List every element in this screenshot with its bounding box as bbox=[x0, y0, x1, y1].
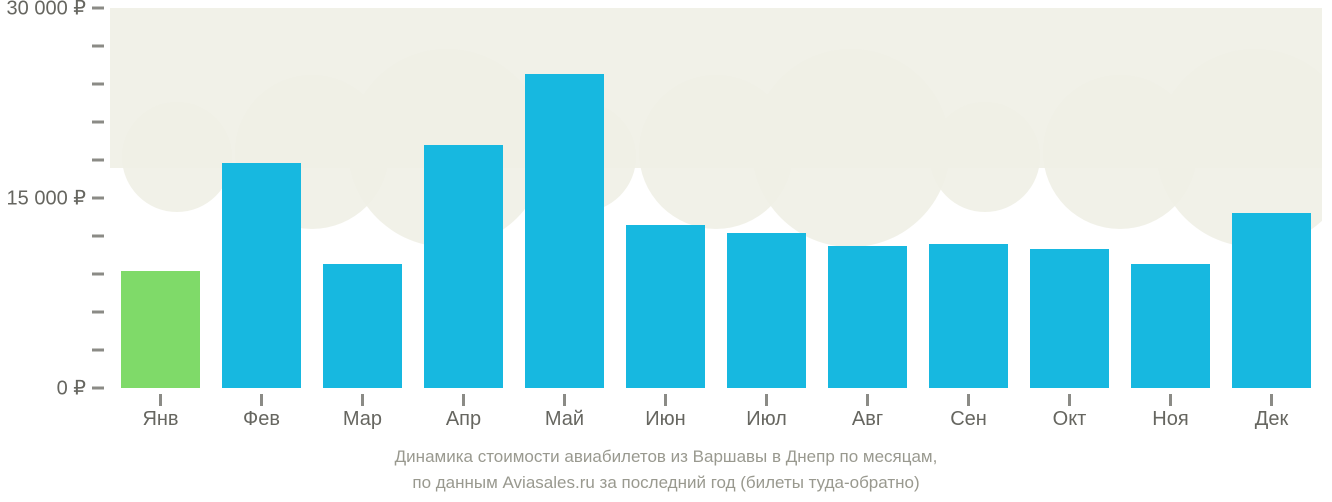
y-tick-mark bbox=[92, 83, 104, 86]
x-tick-slot bbox=[1019, 394, 1120, 406]
x-tick-mark bbox=[967, 394, 970, 406]
y-tick-minor bbox=[92, 235, 104, 238]
bar-Авг[interactable] bbox=[828, 246, 907, 388]
bar-slot bbox=[211, 8, 312, 388]
x-label: Фев bbox=[211, 408, 312, 431]
y-tick-mark bbox=[92, 311, 104, 314]
x-tick-slot bbox=[413, 394, 514, 406]
plot-area bbox=[110, 8, 1322, 388]
bar-slot bbox=[514, 8, 615, 388]
x-tick-mark bbox=[159, 394, 162, 406]
y-tick-minor bbox=[92, 273, 104, 276]
x-tick-mark bbox=[1068, 394, 1071, 406]
caption-line-1: Динамика стоимости авиабилетов из Варшав… bbox=[0, 444, 1332, 470]
y-tick-mark bbox=[92, 387, 104, 390]
y-tick-minor bbox=[92, 83, 104, 86]
bar-slot bbox=[817, 8, 918, 388]
x-tick-mark bbox=[563, 394, 566, 406]
bar-Июл[interactable] bbox=[727, 233, 806, 388]
x-tick-slot bbox=[615, 394, 716, 406]
x-tick-slot bbox=[514, 394, 615, 406]
y-tick-major: 15 000 ₽ bbox=[7, 186, 104, 211]
bar-slot bbox=[110, 8, 211, 388]
y-tick-mark bbox=[92, 349, 104, 352]
x-label: Дек bbox=[1221, 408, 1322, 431]
price-by-month-chart: 0 ₽15 000 ₽30 000 ₽ ЯнвФевМарАпрМайИюнИю… bbox=[0, 0, 1332, 502]
y-tick-mark bbox=[92, 7, 104, 10]
y-tick-mark bbox=[92, 45, 104, 48]
x-tick-slot bbox=[211, 394, 312, 406]
chart-caption: Динамика стоимости авиабилетов из Варшав… bbox=[0, 444, 1332, 495]
bar-slot bbox=[312, 8, 413, 388]
y-tick-label: 30 000 ₽ bbox=[7, 0, 86, 21]
x-tick-slot bbox=[1221, 394, 1322, 406]
bar-slot bbox=[716, 8, 817, 388]
bar-Июн[interactable] bbox=[626, 225, 705, 388]
x-tick-slot bbox=[1120, 394, 1221, 406]
x-axis: ЯнвФевМарАпрМайИюнИюлАвгСенОктНояДек bbox=[110, 388, 1322, 448]
x-tick-row bbox=[110, 394, 1322, 406]
bar-slot bbox=[413, 8, 514, 388]
y-axis: 0 ₽15 000 ₽30 000 ₽ bbox=[0, 8, 104, 388]
x-labels-row: ЯнвФевМарАпрМайИюнИюлАвгСенОктНояДек bbox=[110, 408, 1322, 431]
bar-Май[interactable] bbox=[525, 74, 604, 388]
x-tick-slot bbox=[110, 394, 211, 406]
y-tick-minor bbox=[92, 159, 104, 162]
x-label: Янв bbox=[110, 408, 211, 431]
bars-container bbox=[110, 8, 1322, 388]
x-label: Апр bbox=[413, 408, 514, 431]
x-tick-mark bbox=[361, 394, 364, 406]
y-tick-major: 30 000 ₽ bbox=[7, 0, 104, 21]
x-tick-slot bbox=[716, 394, 817, 406]
bar-Дек[interactable] bbox=[1232, 213, 1311, 388]
bar-Сен[interactable] bbox=[929, 244, 1008, 388]
bar-Окт[interactable] bbox=[1030, 249, 1109, 388]
bar-slot bbox=[1221, 8, 1322, 388]
x-tick-slot bbox=[312, 394, 413, 406]
y-tick-minor bbox=[92, 349, 104, 352]
y-tick-major: 0 ₽ bbox=[57, 376, 104, 401]
bar-Янв[interactable] bbox=[121, 271, 200, 388]
x-label: Окт bbox=[1019, 408, 1120, 431]
y-tick-mark bbox=[92, 121, 104, 124]
y-tick-mark bbox=[92, 273, 104, 276]
y-tick-mark bbox=[92, 159, 104, 162]
x-label: Ноя bbox=[1120, 408, 1221, 431]
y-tick-minor bbox=[92, 45, 104, 48]
x-label: Сен bbox=[918, 408, 1019, 431]
bar-Мар[interactable] bbox=[323, 264, 402, 388]
bar-slot bbox=[615, 8, 716, 388]
y-tick-minor bbox=[92, 121, 104, 124]
bar-slot bbox=[1019, 8, 1120, 388]
x-tick-mark bbox=[866, 394, 869, 406]
x-tick-mark bbox=[765, 394, 768, 406]
x-label: Июн bbox=[615, 408, 716, 431]
caption-line-2: по данным Aviasales.ru за последний год … bbox=[0, 470, 1332, 496]
y-tick-label: 15 000 ₽ bbox=[7, 186, 86, 211]
x-tick-mark bbox=[462, 394, 465, 406]
x-tick-slot bbox=[817, 394, 918, 406]
x-tick-mark bbox=[1270, 394, 1273, 406]
x-tick-mark bbox=[260, 394, 263, 406]
x-label: Июл bbox=[716, 408, 817, 431]
y-tick-mark bbox=[92, 235, 104, 238]
x-label: Мар bbox=[312, 408, 413, 431]
bar-slot bbox=[1120, 8, 1221, 388]
x-label: Май bbox=[514, 408, 615, 431]
bar-Ноя[interactable] bbox=[1131, 264, 1210, 388]
bar-slot bbox=[918, 8, 1019, 388]
y-tick-label: 0 ₽ bbox=[57, 376, 86, 401]
x-tick-slot bbox=[918, 394, 1019, 406]
x-tick-mark bbox=[1169, 394, 1172, 406]
bar-Фев[interactable] bbox=[222, 163, 301, 388]
bar-Апр[interactable] bbox=[424, 145, 503, 388]
x-label: Авг bbox=[817, 408, 918, 431]
y-tick-minor bbox=[92, 311, 104, 314]
x-tick-mark bbox=[664, 394, 667, 406]
y-tick-mark bbox=[92, 197, 104, 200]
